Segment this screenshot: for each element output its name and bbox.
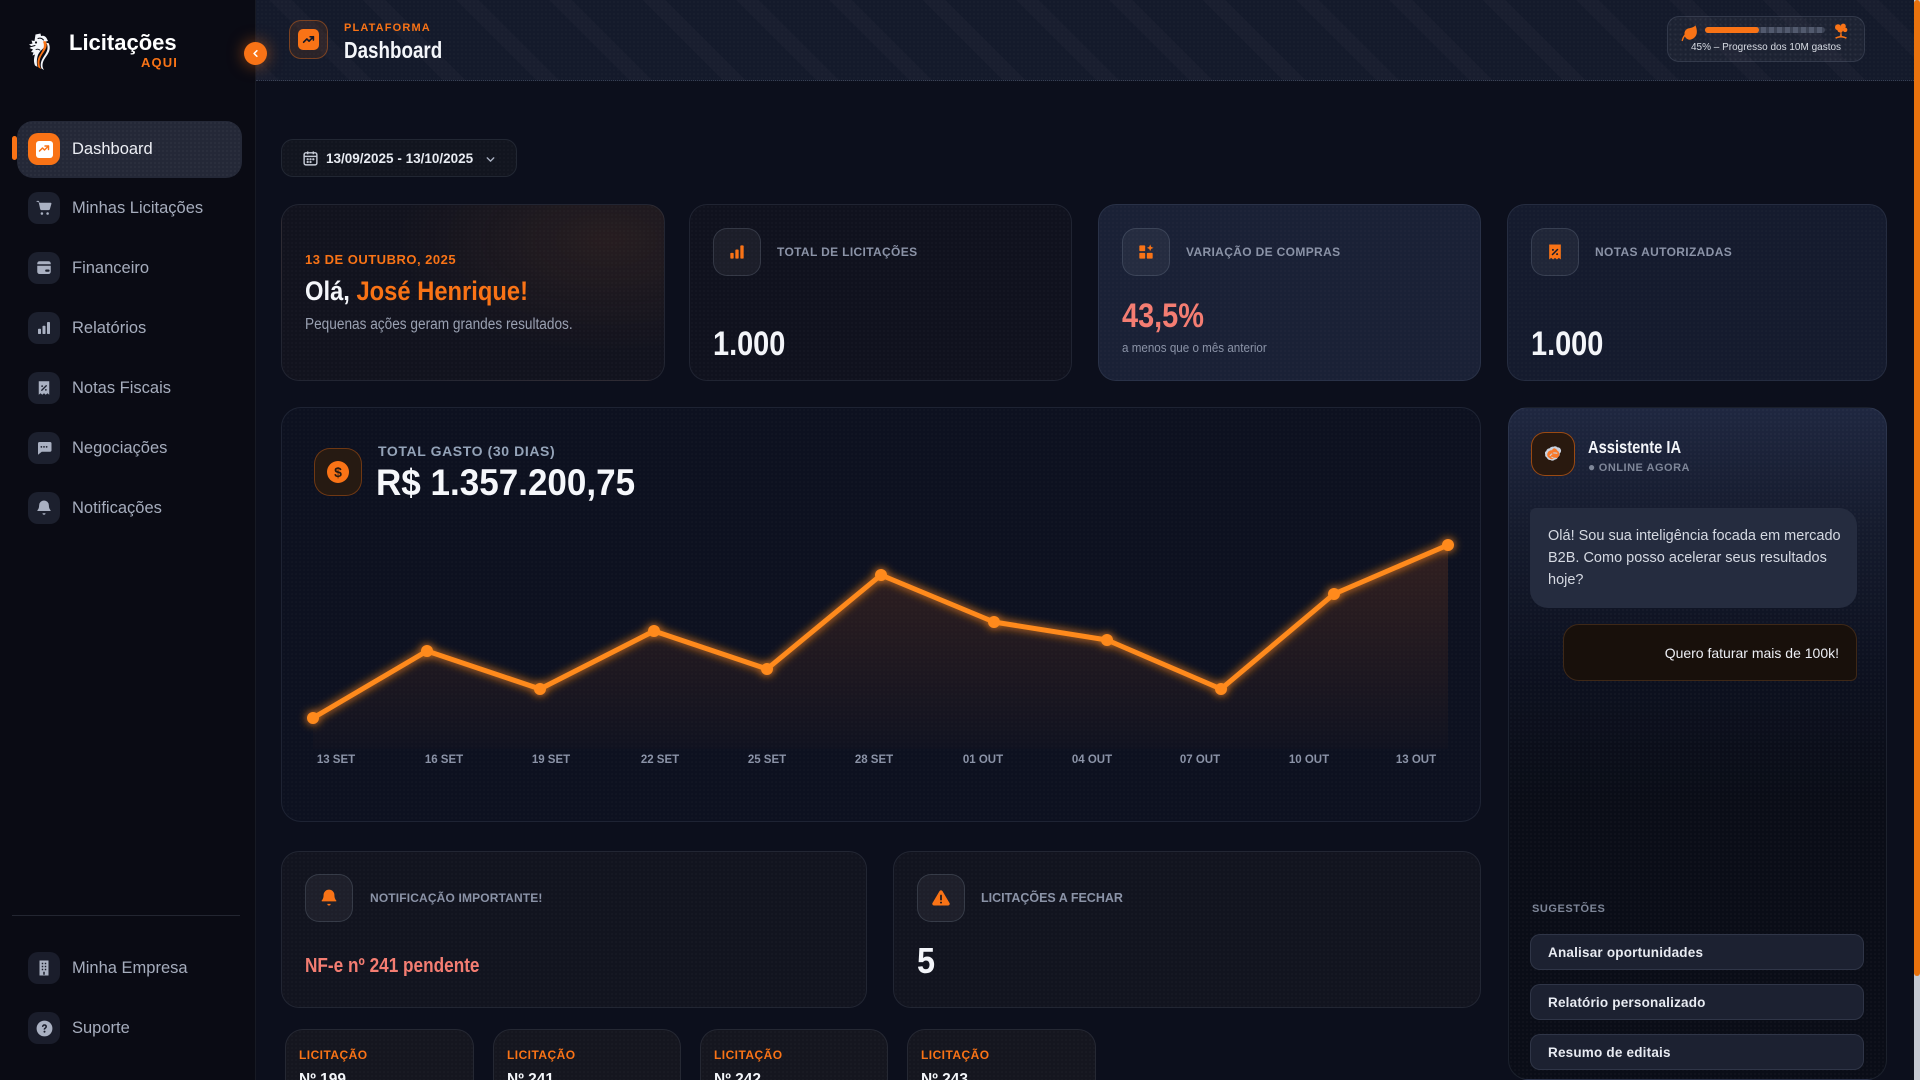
svg-text:22 SET: 22 SET — [641, 754, 679, 766]
svg-text:13 SET: 13 SET — [317, 754, 355, 766]
svg-text:25 SET: 25 SET — [748, 754, 786, 766]
svg-text:13 OUT: 13 OUT — [1396, 754, 1436, 766]
svg-text:16 SET: 16 SET — [425, 754, 463, 766]
svg-text:01 OUT: 01 OUT — [963, 754, 1003, 766]
svg-text:28 SET: 28 SET — [855, 754, 893, 766]
svg-text:19 SET: 19 SET — [532, 754, 570, 766]
svg-text:07 OUT: 07 OUT — [1180, 754, 1220, 766]
svg-text:10 OUT: 10 OUT — [1289, 754, 1329, 766]
svg-text:04 OUT: 04 OUT — [1072, 754, 1112, 766]
